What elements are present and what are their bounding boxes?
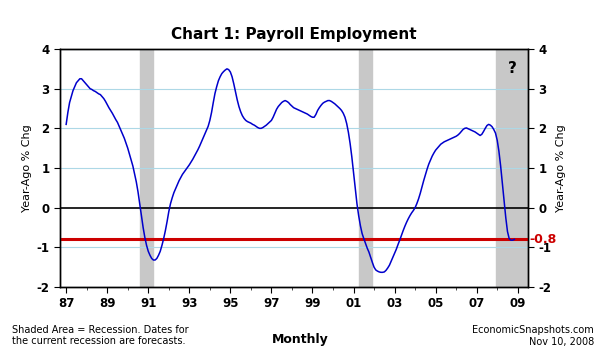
Bar <box>496 49 528 287</box>
Text: -0.8: -0.8 <box>529 233 556 246</box>
Text: EconomicSnapshots.com
Nov 10, 2008: EconomicSnapshots.com Nov 10, 2008 <box>472 325 594 346</box>
Bar <box>359 49 373 287</box>
Text: ?: ? <box>508 61 517 76</box>
Y-axis label: Year-Ago % Chg: Year-Ago % Chg <box>556 124 566 212</box>
Bar <box>140 49 154 287</box>
Text: Shaded Area = Recession. Dates for
the current recession are forecasts.: Shaded Area = Recession. Dates for the c… <box>12 325 188 346</box>
Title: Chart 1: Payroll Employment: Chart 1: Payroll Employment <box>171 27 417 42</box>
Y-axis label: Year-Ago % Chg: Year-Ago % Chg <box>22 124 32 212</box>
Text: Monthly: Monthly <box>272 334 328 346</box>
